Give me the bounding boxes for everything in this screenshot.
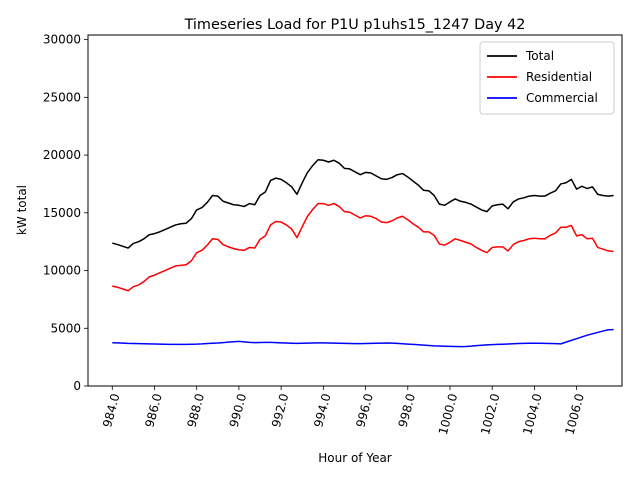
y-tick-label: 5000 (50, 321, 81, 335)
y-axis-label: kW total (15, 185, 29, 235)
y-tick-label: 15000 (43, 206, 81, 220)
x-tick-label: 1004.0 (520, 392, 544, 436)
x-tick-label: 988.0 (185, 392, 207, 429)
y-tick-label: 25000 (43, 90, 81, 104)
legend-box (479, 41, 615, 115)
legend-label-commercial: Commercial (526, 91, 598, 105)
plot-lines (112, 158, 614, 348)
y-tick-label: 30000 (43, 33, 81, 47)
series-line-residential (112, 202, 614, 292)
legend-label-total: Total (525, 49, 554, 63)
x-tick-label: 1002.0 (478, 392, 502, 436)
x-tick-label: 992.0 (269, 392, 291, 429)
x-tick-label: 994.0 (311, 392, 333, 429)
series-line-total (112, 158, 614, 249)
legend: Total Residential Commercial (479, 41, 615, 115)
x-tick-label: 986.0 (142, 392, 164, 429)
x-axis-label: Hour of Year (318, 451, 392, 465)
x-tick-label: 984.0 (100, 392, 122, 429)
y-axis-ticks: 0 5000 10000 15000 20000 25000 30000 (43, 33, 88, 393)
x-tick-label: 996.0 (353, 392, 375, 429)
legend-label-residential: Residential (526, 70, 592, 84)
y-tick-label: 0 (73, 379, 81, 393)
x-tick-label: 998.0 (396, 392, 418, 429)
series-line-commercial (112, 328, 614, 348)
x-tick-label: 1006.0 (563, 392, 587, 436)
y-tick-label: 10000 (43, 264, 81, 278)
y-tick-label: 20000 (43, 148, 81, 162)
axes-frame (87, 34, 623, 387)
x-axis-ticks: 984.0 986.0 988.0 990.0 992.0 994.0 996.0 998.0… (100, 386, 587, 436)
x-tick-label: 1000.0 (436, 392, 460, 436)
chart-title: Timeseries Load for P1U p1uhs15_1247 Day… (184, 17, 526, 33)
x-tick-label: 990.0 (227, 392, 249, 429)
